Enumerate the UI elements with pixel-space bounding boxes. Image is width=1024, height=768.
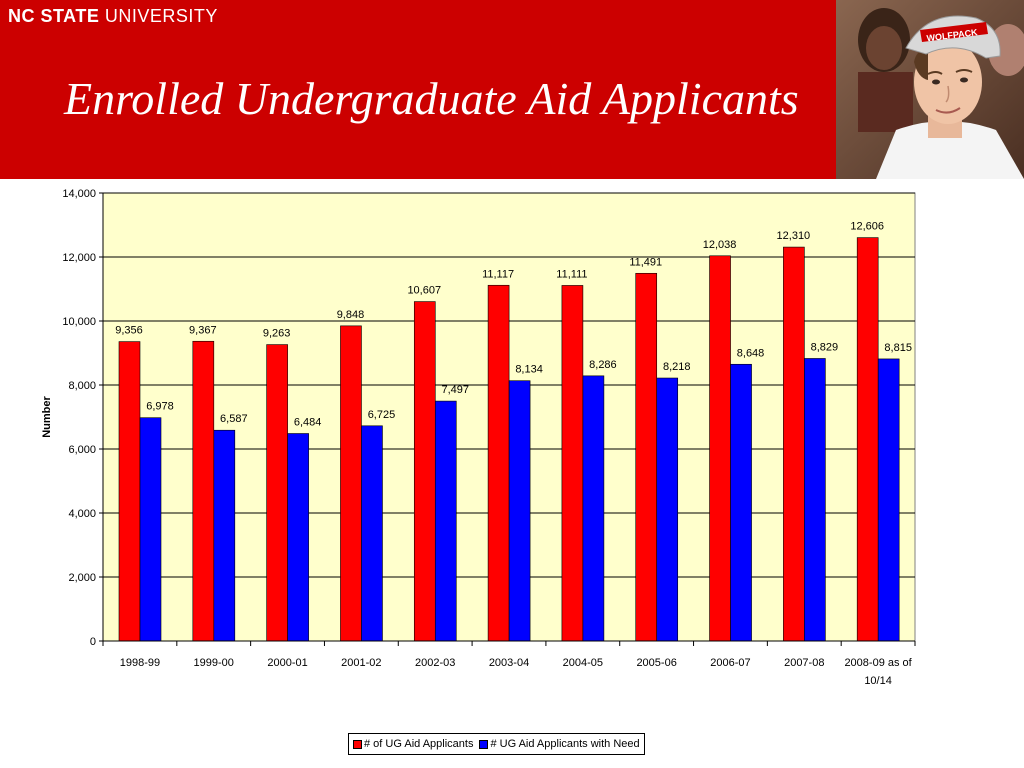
x-tick-label: 2004-05 [563,657,603,669]
data-label: 9,263 [263,328,291,340]
header-banner: NC STATE UNIVERSITY [0,0,836,179]
x-tick-label: 2005-06 [636,657,676,669]
bar-ug-aid-applicants [487,284,510,642]
data-label: 11,111 [556,268,587,280]
data-label: 6,484 [294,417,322,429]
x-tick-label: 1998-99 [120,657,160,669]
y-tick-label: 10,000 [62,316,96,328]
bar-ug-aid-applicants-with-need [434,400,457,642]
bar-ug-aid-applicants [340,325,362,642]
x-tick-label: 2008-09 as of 10/14 [844,657,912,687]
data-label: 11,491 [629,256,662,268]
data-label: 12,310 [777,230,811,242]
data-label: 6,978 [146,401,174,413]
y-tick-label: 6,000 [68,444,96,456]
bar-ug-aid-applicants-with-need [139,417,162,642]
page-title: Enrolled Undergraduate Aid Applicants [64,73,799,124]
data-label: 9,356 [115,325,143,337]
data-label: 8,829 [811,341,839,353]
legend-item-series-1: # of UG Aid Applicants [353,738,473,750]
data-label: 8,218 [663,361,691,373]
data-label: 8,648 [737,347,765,359]
y-tick-label: 2,000 [68,572,96,584]
data-label: 6,725 [368,409,396,421]
brand-bold: NC STATE [8,6,100,26]
bar-ug-aid-applicants [635,272,658,642]
y-tick-label: 0 [90,636,96,648]
legend-item-series-2: # UG Aid Applicants with Need [479,738,640,750]
x-tick-label: 2001-02 [341,657,381,669]
bar-chart: 9,356 9,367 9,263 9,848 10,607 11,117 11,111 11… [41,188,916,687]
y-tick-label: 12,000 [62,252,96,264]
data-label: 11,117 [482,268,514,280]
bar-ug-aid-applicants-with-need [877,358,900,642]
x-tick-label: 2003-04 [489,657,529,669]
bar-ug-aid-applicants [561,285,584,642]
bar-ug-aid-applicants-with-need [656,377,679,642]
bar-ug-aid-applicants [709,255,731,642]
bar-ug-aid-applicants-with-need [508,380,531,642]
y-axis-label: Number [41,396,53,438]
bar-ug-aid-applicants-with-need [730,363,752,642]
brand-light: UNIVERSITY [104,6,218,26]
bar-ug-aid-applicants-with-need [361,425,383,642]
bar-ug-aid-applicants-with-need [287,433,309,642]
bar-ug-aid-applicants [266,344,288,642]
data-label: 8,815 [884,342,912,354]
data-label: 9,367 [189,324,217,336]
data-label: 7,497 [442,384,470,396]
legend-swatch-red [353,739,362,749]
student-photo: WOLFPACK [836,0,1024,179]
bar-ug-aid-applicants-with-need [582,375,605,642]
data-label: 6,587 [220,413,248,425]
chart-legend: # of UG Aid Applicants # UG Aid Applican… [348,733,645,755]
bar-ug-aid-applicants [118,341,141,642]
data-label: 9,848 [337,309,365,321]
chart-area: 9,356 9,367 9,263 9,848 10,607 11,117 11,111 11… [0,179,1024,768]
university-logo: NC STATE UNIVERSITY [8,6,218,27]
x-tick-label: 2002-03 [415,657,455,669]
y-tick-label: 4,000 [68,508,96,520]
bar-ug-aid-applicants [783,246,805,642]
bar-ug-aid-applicants [192,340,215,642]
bar-ug-aid-applicants-with-need [213,429,236,642]
x-tick-label: 2007-08 [784,657,824,669]
bar-ug-aid-applicants [413,301,436,642]
bar-ug-aid-applicants [856,237,879,642]
x-tick-label: 2000-01 [267,657,307,669]
x-tick-label: 1999-00 [194,657,234,669]
data-label: 8,134 [515,364,543,376]
legend-swatch-blue [479,739,489,749]
legend-label-series-2: # UG Aid Applicants with Need [490,738,640,750]
data-label: 8,286 [589,359,617,371]
data-label: 12,606 [850,221,884,233]
data-label: 12,038 [703,239,737,251]
data-label: 10,607 [407,285,441,297]
bar-ug-aid-applicants-with-need [804,358,826,642]
x-tick-label: 2006-07 [710,657,750,669]
legend-label-series-1: # of UG Aid Applicants [364,738,474,750]
y-tick-label: 14,000 [62,188,96,200]
y-tick-label: 8,000 [68,380,96,392]
